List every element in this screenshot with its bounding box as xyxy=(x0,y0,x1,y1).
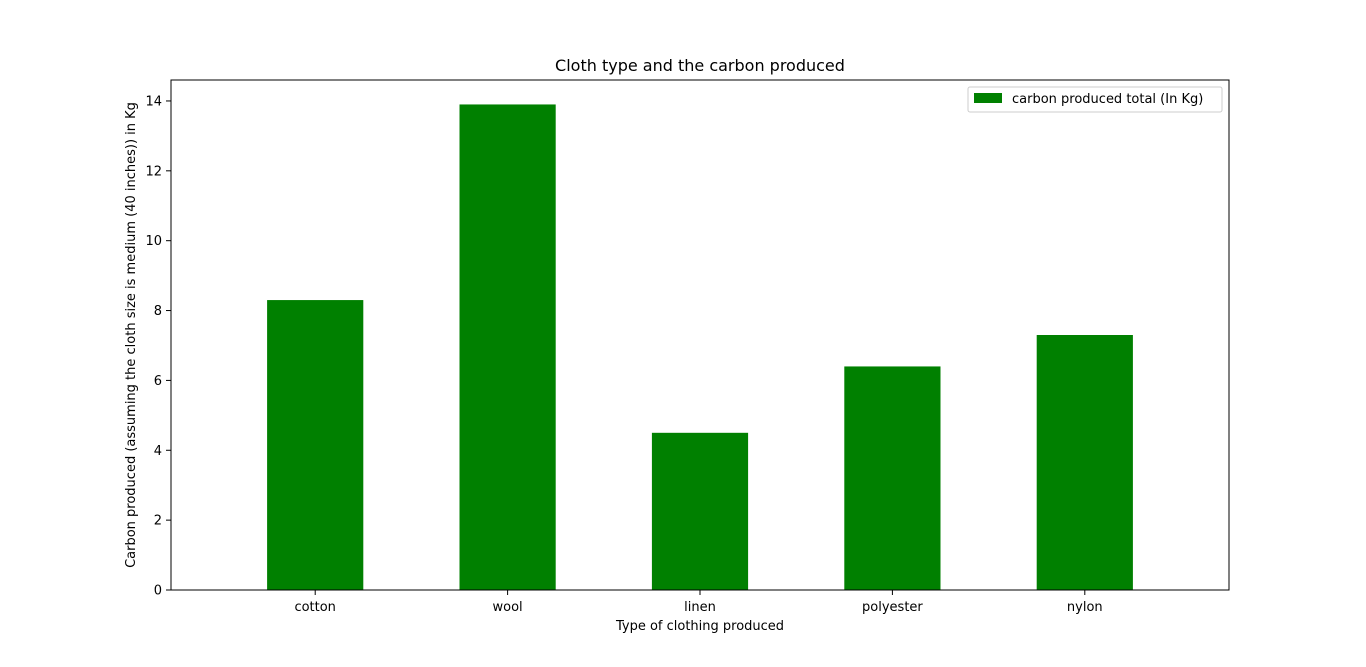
y-tick-label: 14 xyxy=(145,94,162,109)
y-tick-label: 12 xyxy=(145,164,162,179)
bar-polyester xyxy=(844,366,941,590)
bar-cotton xyxy=(267,300,364,590)
x-tick-label: cotton xyxy=(294,600,336,615)
x-tick-label: nylon xyxy=(1067,600,1103,615)
y-tick-label: 10 xyxy=(145,234,162,249)
chart-title: Cloth type and the carbon produced xyxy=(555,56,845,75)
legend-box xyxy=(967,86,1223,113)
y-tick-label: 6 xyxy=(154,374,162,389)
x-axis-ticks: cotton wool linen polyester nylon xyxy=(294,590,1103,615)
legend-label: carbon produced total (In Kg) xyxy=(1012,92,1203,107)
y-tick-label: 0 xyxy=(154,584,162,599)
legend-swatch xyxy=(974,93,1002,103)
y-tick-label: 8 xyxy=(154,304,162,319)
y-tick-label: 4 xyxy=(154,444,162,459)
bar-nylon xyxy=(1036,335,1133,590)
x-tick-label: polyester xyxy=(862,600,923,615)
bar-wool xyxy=(459,104,556,590)
plot-area-frame xyxy=(170,79,1230,591)
y-axis-label: Carbon produced (assuming the cloth size… xyxy=(124,102,139,568)
y-axis-ticks: 0 2 4 6 8 10 12 14 xyxy=(145,94,171,599)
bar-linen xyxy=(651,432,749,590)
y-tick-label: 2 xyxy=(154,514,162,529)
x-tick-label: linen xyxy=(684,600,716,615)
x-axis-label: Type of clothing produced xyxy=(615,619,784,634)
bars-layer xyxy=(267,104,1133,590)
x-tick-label: wool xyxy=(493,600,523,615)
legend: carbon produced total (In Kg) xyxy=(967,86,1223,113)
